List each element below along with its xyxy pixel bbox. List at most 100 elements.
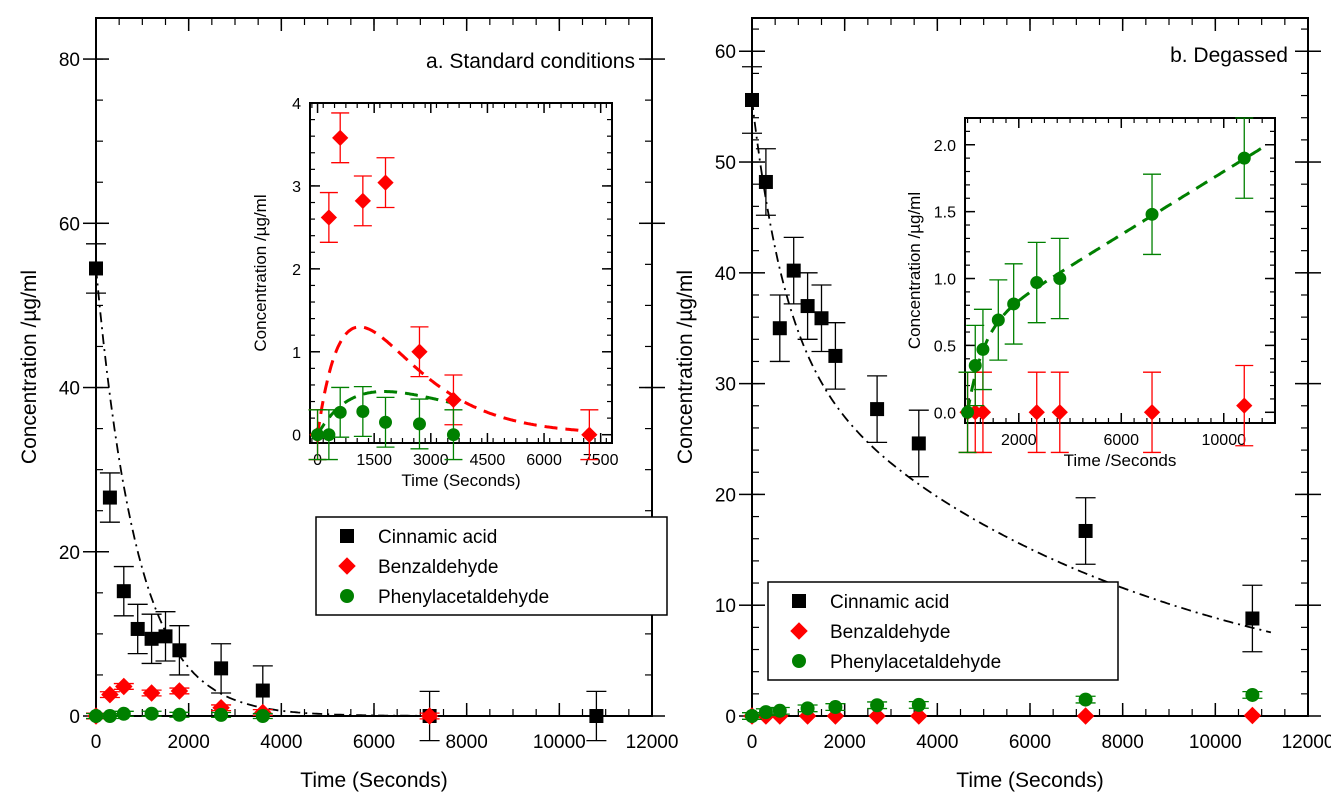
- inset-b-y-tick-label: 0.0: [934, 405, 956, 422]
- series-benz-point: [420, 707, 439, 725]
- legend-a: Cinnamic acid Benzaldehyde Phenylacetaldeh…: [315, 516, 668, 616]
- series-benz-point: [142, 684, 161, 702]
- panel-b-y-tick-label: 40: [715, 264, 736, 285]
- inset-x-axis-title: Time /Seconds: [1064, 451, 1177, 470]
- panel-b-x-tick-label: 10000: [1189, 732, 1242, 753]
- series-benz-point: [170, 682, 189, 700]
- inset-series-benz-point: [1051, 404, 1068, 421]
- panel-a-y-tick-label: 40: [59, 379, 80, 400]
- series-cinnamic-point: [158, 629, 173, 644]
- inset-series-benz-point: [354, 192, 371, 209]
- inset-series-phenyl-point: [1007, 297, 1021, 311]
- panel-b-x-tick-label: 8000: [1102, 732, 1144, 753]
- inset-series-phenyl-point: [446, 428, 460, 442]
- series-phenyl-point: [102, 709, 117, 723]
- inset-a-x-tick-label: 3000: [413, 452, 449, 469]
- series-cinnamic-point: [814, 311, 829, 326]
- inset-series-benz-point: [320, 209, 337, 226]
- series-benz-point: [1076, 707, 1095, 725]
- inset-series-phenyl-point: [1030, 276, 1044, 290]
- inset-a-y-tick-label: 1: [292, 345, 301, 362]
- inset-a-frame: [309, 102, 613, 444]
- inset-series-phenyl-point: [976, 342, 990, 356]
- series-phenyl-point: [911, 697, 926, 712]
- panel-b-y-tick-label: 20: [715, 485, 736, 506]
- inset-series-phenyl-point: [333, 405, 347, 419]
- series-cinnamic-point: [589, 709, 604, 723]
- panel-a-y-tick-label: 20: [59, 543, 80, 564]
- series-phenyl-point: [144, 706, 159, 721]
- legend-box: [767, 581, 1119, 681]
- series-cinnamic-point: [172, 643, 187, 658]
- inset-series-benz-point: [1143, 404, 1161, 421]
- inset-a-x-tick-label: 0: [313, 452, 322, 469]
- inset-series-benz-point: [445, 391, 462, 409]
- series-phenyl-point: [772, 703, 787, 718]
- inset-series-phenyl-point: [379, 415, 392, 429]
- panel-title: a. Standard conditions: [426, 50, 635, 73]
- x-axis-title: Time (Seconds): [956, 769, 1103, 792]
- series-benz-point: [115, 677, 133, 696]
- inset-series-benz-point: [1236, 397, 1253, 414]
- series-benz-point: [910, 707, 928, 725]
- legend-label-cinnamic: Cinnamic acid: [378, 527, 497, 548]
- fit-curve-cinnamic: [751, 99, 1272, 634]
- inset-y-axis-title: Concentration /µg/ml: [905, 192, 924, 349]
- series-cinnamic-point: [911, 436, 926, 451]
- series-cinnamic-point: [144, 631, 159, 646]
- series-cinnamic-point: [828, 348, 843, 363]
- inset-series-benz-point: [332, 129, 349, 146]
- legend-box: [315, 516, 668, 616]
- series-phenyl-point: [758, 705, 773, 720]
- legend-marker-phenyl: [340, 589, 354, 603]
- inset-series-benz-point: [974, 404, 992, 421]
- chart-panel-a: 0 2000 4000 6000 8000 10000 12000020406080Time…: [18, 17, 679, 792]
- inset-fit-curve-phenyl: [966, 146, 1263, 413]
- panel-a-x-tick-label: 12000: [626, 732, 679, 753]
- chart-panel-b: 0 2000 4000 6000 8000 10000 12000 0 10 20 30 40 50 60…: [674, 17, 1331, 792]
- inset-b-y-tick-label: 2.0: [934, 138, 956, 155]
- inset-series-phenyl-point: [968, 358, 982, 372]
- series-benz-point: [1243, 706, 1262, 725]
- panel-b-x-tick-label: 0: [747, 732, 758, 753]
- inset-series-benz-point: [581, 426, 598, 443]
- y-axis-title: Concentration /µg/ml: [674, 270, 697, 464]
- series-phenyl-point: [255, 709, 270, 723]
- panel-b-y-tick-label: 60: [715, 42, 736, 63]
- inset-a-x-tick-label: 6000: [526, 452, 562, 469]
- legend-label-benz: Benzaldehyde: [378, 557, 498, 578]
- inset-b-y-tick-label: 0.5: [934, 338, 956, 355]
- inset-a-x-tick-label: 1500: [356, 452, 392, 469]
- inset-a-y-tick-label: 2: [292, 262, 301, 279]
- inset-series-phenyl-point: [412, 417, 426, 431]
- inset-background: [965, 118, 1275, 423]
- series-benz-point: [101, 685, 119, 704]
- panel-b-x-tick-label: 2000: [824, 732, 866, 753]
- series-phenyl-point: [1078, 692, 1093, 707]
- series-phenyl-point: [870, 698, 885, 713]
- series-cinnamic-point: [1078, 523, 1093, 538]
- inset-b-frame: [964, 117, 1276, 424]
- inset-b-x-tick-label: 6000: [1103, 432, 1139, 449]
- panel-title: b. Degassed: [1170, 44, 1288, 67]
- legend-label-phenyl: Phenylacetaldehyde: [830, 652, 1001, 673]
- series-cinnamic-point: [800, 299, 815, 314]
- inset-a-x-tick-label: 4500: [470, 452, 506, 469]
- panel-a-y-tick-label: 60: [59, 214, 80, 235]
- inset-a: 0 1500 3000 4500 6000 7500 0 1 2 3 4 Time (Seconds)…: [251, 96, 619, 490]
- panel-b-x-tick-label: 4000: [916, 732, 958, 753]
- legend-marker-cinnamic: [340, 529, 354, 543]
- panel-b-y-tick-label: 0: [725, 707, 736, 728]
- inset-series-benz-point: [377, 174, 394, 191]
- panel-a-x-tick-label: 10000: [533, 732, 586, 753]
- series-cinnamic-point: [870, 402, 885, 417]
- series-cinnamic-point: [116, 584, 131, 599]
- series-phenyl-point: [172, 707, 187, 722]
- legend-label-benz: Benzaldehyde: [830, 622, 950, 643]
- inset-a-y-tick-label: 3: [292, 179, 301, 196]
- inset-series-phenyl-point: [991, 313, 1005, 327]
- series-cinnamic-point: [102, 490, 117, 505]
- panel-b-x-tick-label: 12000: [1282, 732, 1331, 753]
- panel-a-y-tick-label: 0: [69, 707, 80, 728]
